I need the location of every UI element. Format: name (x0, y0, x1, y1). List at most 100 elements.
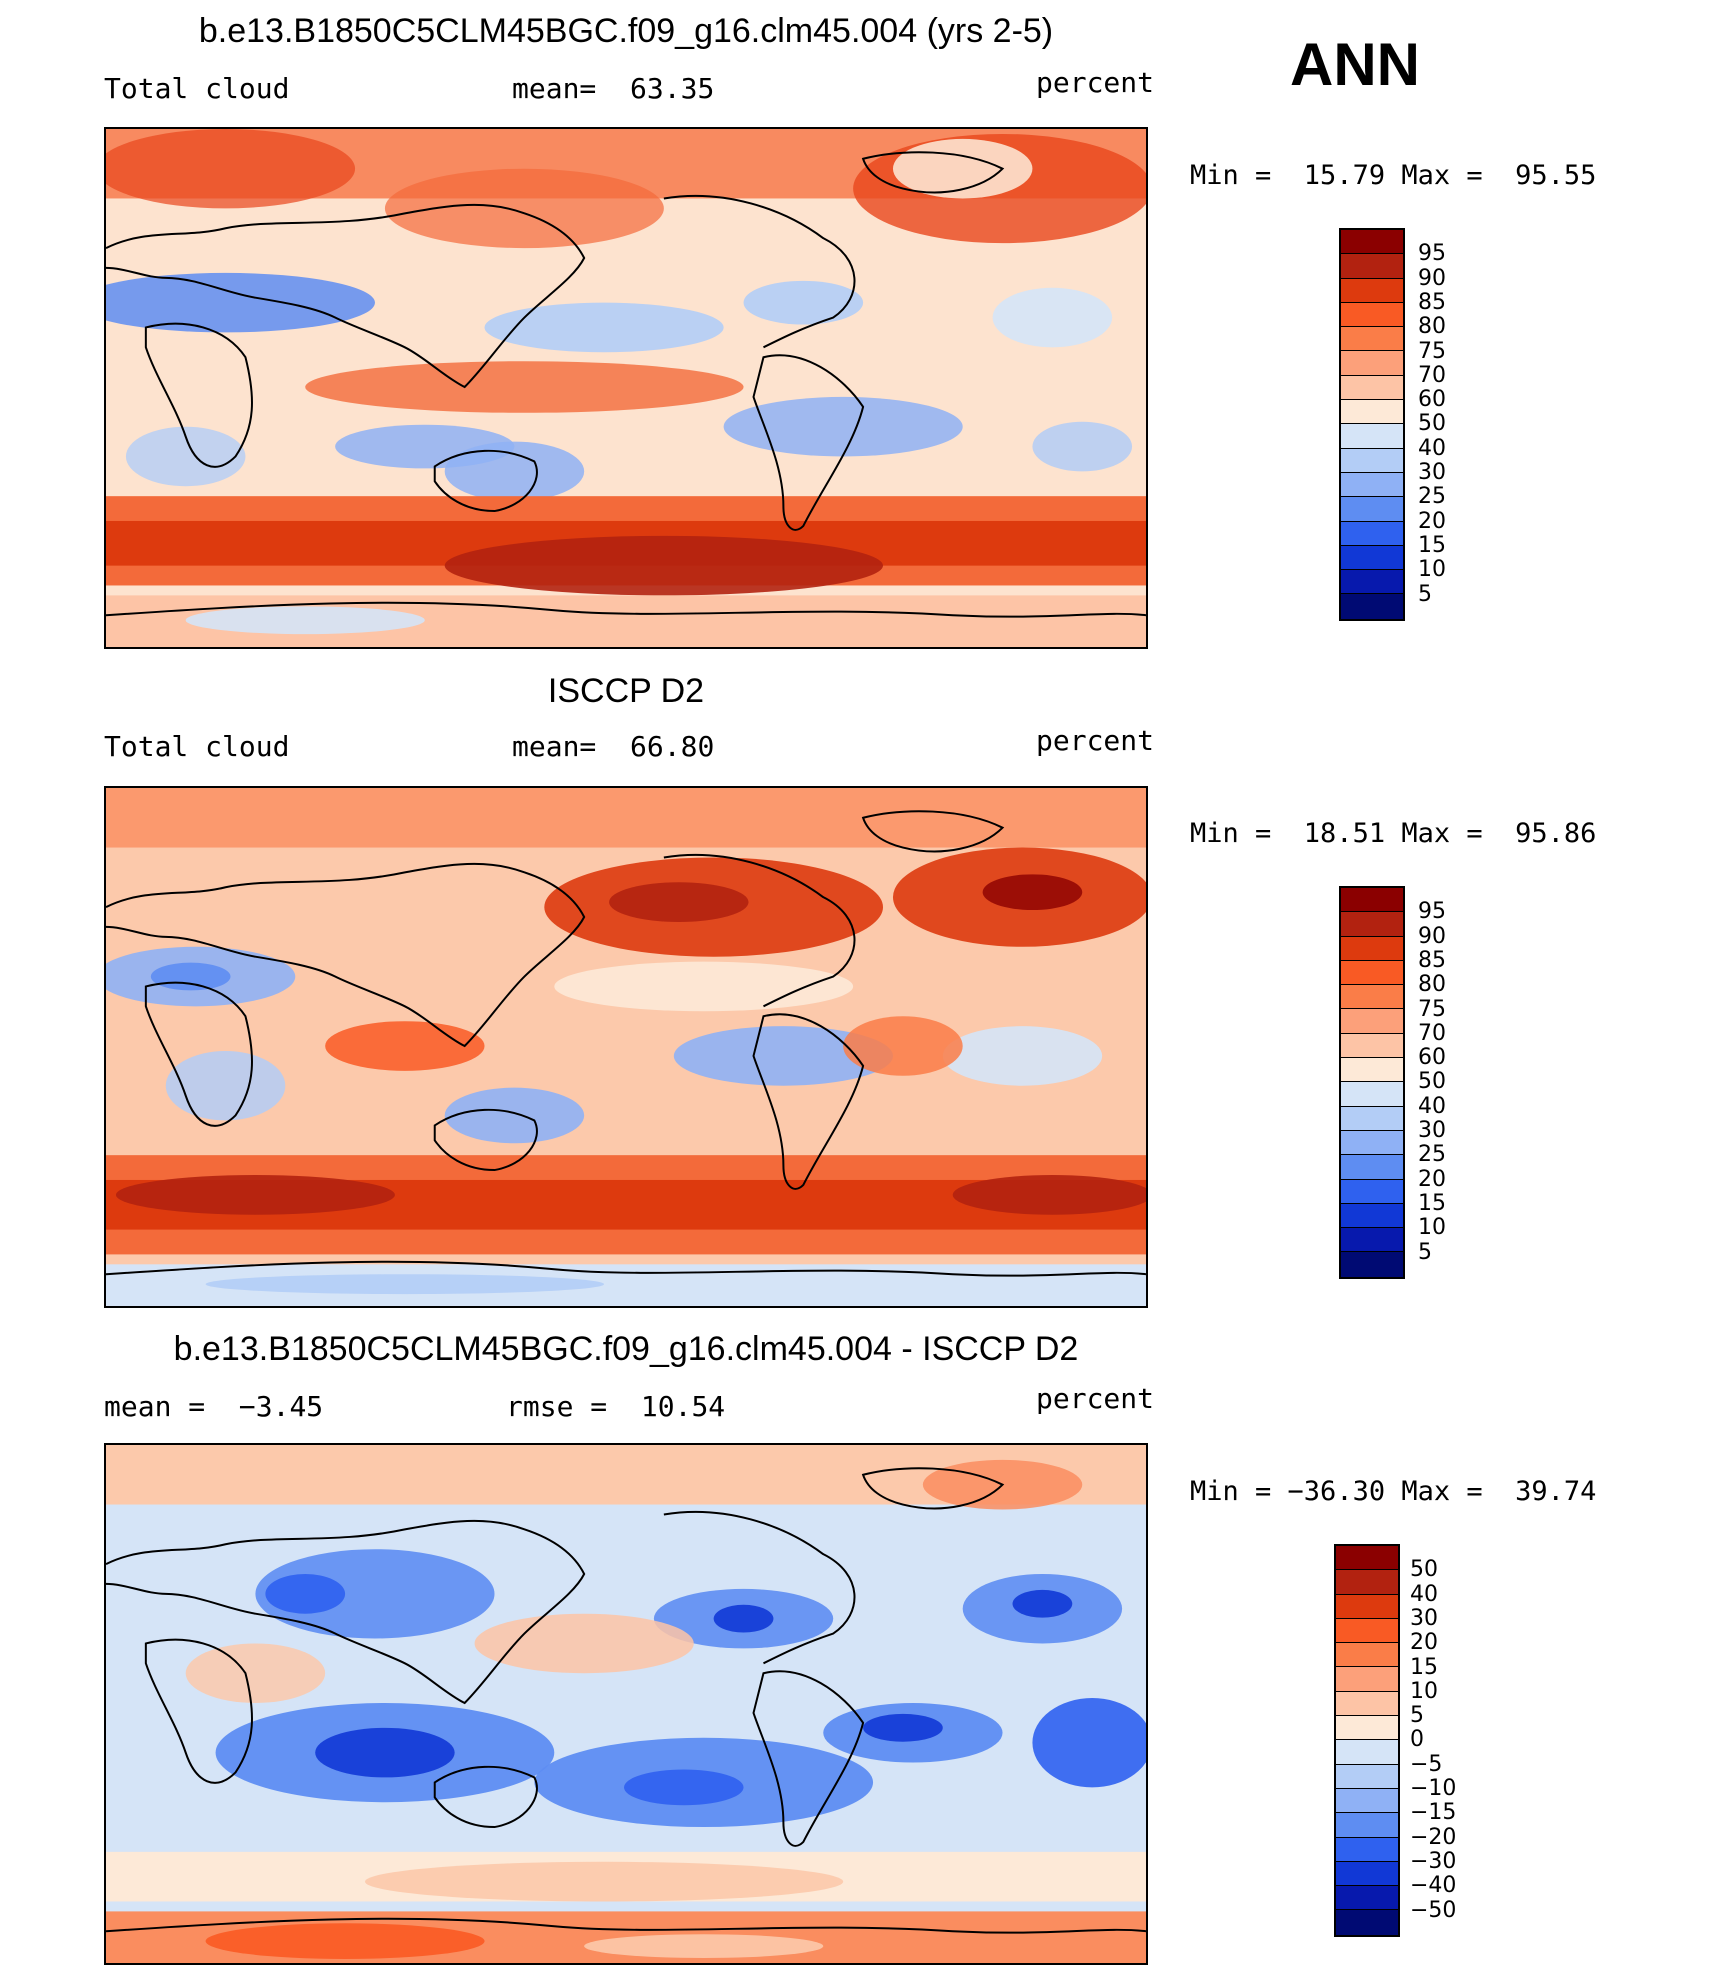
colorbar-box (1336, 1618, 1398, 1644)
colorbar-tick-label: 50 (1410, 1557, 1438, 1583)
colorbar-box (1341, 1009, 1403, 1034)
panel-2-max-value: 95.86 (1515, 818, 1597, 849)
colorbar-tick-label: 20 (1410, 1630, 1438, 1656)
panel-3-title: b.e13.B1850C5CLM45BGC.f09_g16.clm45.004 … (173, 1330, 1079, 1368)
colorbar-box (1336, 1837, 1398, 1862)
colorbar-box (1336, 1570, 1398, 1595)
colorbar-box (1341, 1082, 1403, 1107)
colorbar-tick-label: −10 (1410, 1776, 1457, 1801)
colorbar-tick-label: 15 (1410, 1654, 1438, 1680)
panel-2-colorbar (1339, 886, 1405, 1279)
colorbar-box (1341, 545, 1403, 571)
colorbar-tick-label: 90 (1418, 265, 1446, 291)
panel-3-colorbar (1334, 1544, 1400, 1937)
colorbar-tick-label: 10 (1418, 557, 1446, 583)
panel-3-rmse-value: 10.54 (640, 1390, 726, 1423)
colorbar-box (1341, 400, 1403, 425)
colorbar-box (1336, 1546, 1398, 1571)
colorbar-tick-label: 15 (1418, 532, 1446, 558)
colorbar-tick-label: −15 (1410, 1800, 1457, 1826)
colorbar-tick-label: 50 (1418, 411, 1446, 437)
colorbar-box (1341, 985, 1403, 1010)
panel-1-max-value: 95.55 (1515, 160, 1597, 191)
panel-3-rmse: rmse = 10.54 (506, 1390, 726, 1423)
colorbar-box (1341, 1228, 1403, 1253)
colorbar-box (1341, 960, 1403, 986)
panel-3-mean: mean = −3.45 (104, 1390, 324, 1423)
colorbar-box (1336, 1764, 1398, 1789)
panel-1-mean-value: 63.35 (630, 72, 715, 105)
colorbar-box (1341, 230, 1403, 255)
colorbar-tick-label: 80 (1418, 314, 1446, 340)
panel-2-variable-label: Total cloud (104, 730, 290, 763)
colorbar-box (1336, 1643, 1398, 1668)
colorbar-box (1341, 254, 1403, 279)
colorbar-tick-label: 40 (1418, 435, 1446, 461)
colorbar-tick-label: 50 (1418, 1069, 1446, 1095)
colorbar-tick-label: 30 (1418, 1118, 1446, 1143)
panel-3-units: percent (1036, 1382, 1155, 1415)
colorbar-tick-label: 5 (1418, 1239, 1432, 1265)
colorbar-box (1341, 594, 1403, 619)
colorbar-box (1341, 497, 1403, 522)
colorbar-box (1341, 472, 1403, 498)
colorbar-tick-label: 95 (1418, 241, 1446, 267)
panel-1-variable-label: Total cloud (104, 72, 290, 105)
colorbar-box (1341, 448, 1403, 473)
colorbar-tick-label: 70 (1418, 362, 1446, 388)
colorbar-tick-label: 90 (1418, 923, 1446, 949)
colorbar-box (1341, 1252, 1403, 1277)
colorbar-tick-label: 10 (1418, 1215, 1446, 1241)
colorbar-tick-label: 40 (1410, 1581, 1438, 1607)
colorbar-box (1341, 888, 1403, 913)
colorbar-box (1341, 327, 1403, 352)
colorbar-tick-label: 25 (1418, 484, 1446, 510)
colorbar-box (1341, 570, 1403, 595)
colorbar-box (1336, 1886, 1398, 1911)
colorbar-box (1341, 302, 1403, 328)
panel-2-map-field (106, 788, 1146, 1306)
panel-2-mean-value: 66.80 (630, 730, 715, 763)
colorbar-box (1341, 424, 1403, 449)
colorbar-box (1336, 1813, 1398, 1838)
colorbar-box (1341, 1155, 1403, 1180)
colorbar-box (1341, 1179, 1403, 1204)
panel-2-mean-label: mean= 66.80 (512, 730, 715, 763)
colorbar-tick-label: 0 (1410, 1727, 1424, 1753)
panel-1-map-field (106, 129, 1146, 647)
colorbar-tick-label: 85 (1418, 289, 1446, 315)
panel-3-min-value: −36.30 (1287, 1476, 1386, 1507)
panel-1-title: b.e13.B1850C5CLM45BGC.f09_g16.clm45.004 … (198, 12, 1054, 50)
panel-3-minmax: Min = −36.30 Max = 39.74 (1190, 1476, 1597, 1507)
colorbar-box (1336, 1594, 1398, 1619)
colorbar-tick-label: 5 (1410, 1703, 1424, 1729)
panel-1-map (104, 127, 1148, 649)
colorbar-box (1341, 936, 1403, 961)
colorbar-tick-label: −20 (1410, 1824, 1457, 1850)
colorbar-tick-label: 75 (1418, 996, 1446, 1022)
panel-3-map-field (106, 1445, 1146, 1963)
colorbar-box (1336, 1691, 1398, 1717)
colorbar-tick-label: −30 (1410, 1848, 1457, 1874)
colorbar-box (1341, 351, 1403, 376)
colorbar-box (1341, 1106, 1403, 1131)
panel-2-min-value: 18.51 (1303, 818, 1386, 849)
colorbar-tick-label: 20 (1418, 1166, 1446, 1192)
colorbar-box (1341, 375, 1403, 401)
colorbar-box (1336, 1861, 1398, 1887)
panel-1-units: percent (1036, 66, 1155, 99)
colorbar-box (1341, 1033, 1403, 1059)
colorbar-tick-label: 20 (1418, 508, 1446, 534)
colorbar-box (1341, 278, 1403, 303)
colorbar-tick-label: 95 (1418, 899, 1446, 925)
panel-3-max-value: 39.74 (1515, 1476, 1597, 1507)
panel-1-minmax: Min = 15.79 Max = 95.55 (1190, 160, 1597, 191)
colorbar-tick-label: 70 (1418, 1020, 1446, 1046)
colorbar-tick-label: −5 (1410, 1751, 1443, 1777)
colorbar-tick-label: 75 (1418, 338, 1446, 364)
panel-3-map (104, 1443, 1148, 1965)
panel-2-minmax: Min = 18.51 Max = 95.86 (1190, 818, 1597, 849)
colorbar-tick-label: 60 (1418, 387, 1446, 413)
colorbar-box (1341, 1203, 1403, 1229)
season-label: ANN (1290, 31, 1420, 98)
